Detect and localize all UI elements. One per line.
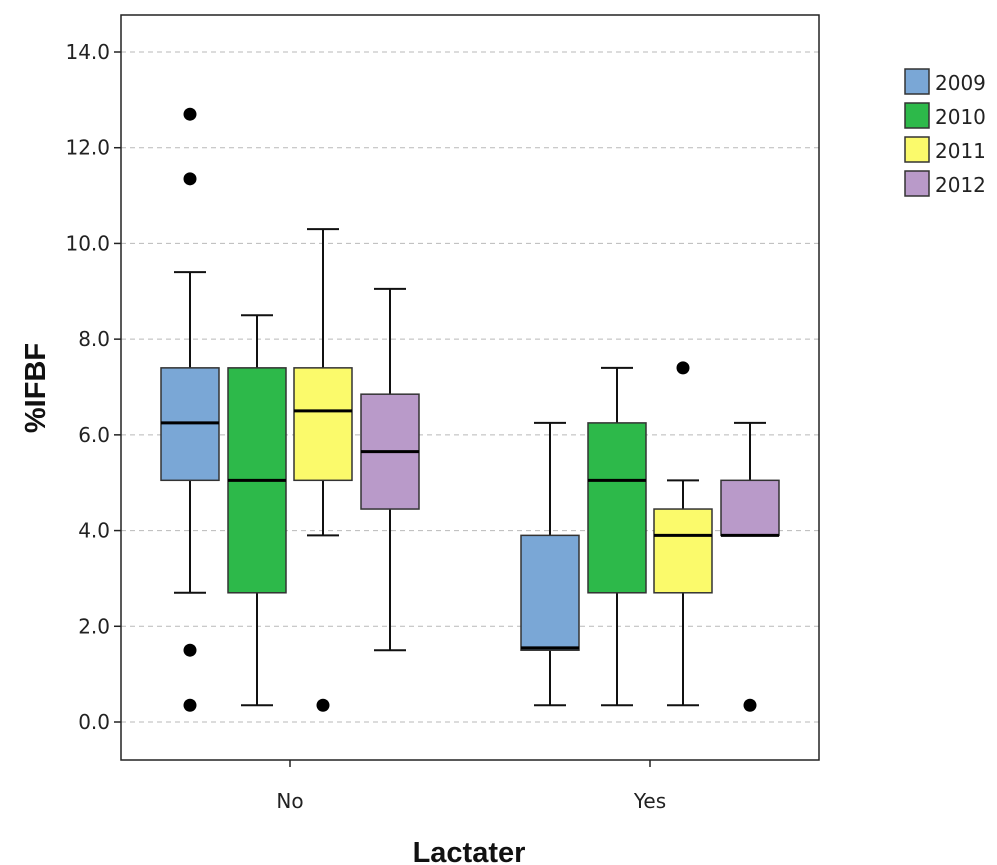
box-2009-yes bbox=[520, 421, 580, 707]
box-2012-yes bbox=[720, 421, 780, 712]
box-iqr bbox=[293, 367, 353, 482]
legend: 2009 2010 2011 2012 bbox=[904, 68, 986, 197]
box-2010-yes bbox=[587, 366, 647, 707]
box-2009-no bbox=[160, 107, 220, 712]
y-tick-label: 0.0 bbox=[78, 710, 110, 734]
outlier-point bbox=[183, 107, 197, 121]
x-axis: No Yes bbox=[276, 760, 666, 813]
box-2012-no bbox=[360, 287, 420, 652]
outlier-point bbox=[183, 172, 197, 186]
legend-swatch-2011 bbox=[904, 136, 930, 163]
box-2010-no bbox=[227, 314, 287, 707]
box-2011-yes bbox=[653, 361, 713, 707]
y-tick-label: 4.0 bbox=[78, 519, 110, 543]
y-tick-label: 10.0 bbox=[65, 231, 110, 255]
outlier-point bbox=[316, 698, 330, 712]
y-axis-title: %IFBF bbox=[20, 343, 52, 433]
outlier-point bbox=[743, 698, 757, 712]
y-axis: 0.0 2.0 4.0 6.0 8.0 10.0 12.0 14.0 bbox=[65, 40, 121, 734]
y-tick-label: 8.0 bbox=[78, 327, 110, 351]
y-tick-label: 2.0 bbox=[78, 614, 110, 638]
legend-swatch-2010 bbox=[904, 102, 930, 129]
outlier-point bbox=[676, 361, 690, 375]
box-2011-no bbox=[293, 228, 353, 712]
legend-label-2009: 2009 bbox=[935, 71, 986, 95]
legend-label-2010: 2010 bbox=[935, 105, 986, 129]
legend-swatch-2009 bbox=[904, 68, 930, 95]
x-tick-label: Yes bbox=[633, 789, 666, 813]
x-axis-title: Lactater bbox=[413, 837, 526, 865]
y-tick-label: 6.0 bbox=[78, 423, 110, 447]
legend-label-2011: 2011 bbox=[935, 139, 986, 163]
box-iqr bbox=[587, 422, 647, 594]
box-iqr bbox=[520, 534, 580, 651]
outlier-point bbox=[183, 698, 197, 712]
y-tick-label: 14.0 bbox=[65, 40, 110, 64]
box-iqr bbox=[653, 508, 713, 594]
outlier-point bbox=[183, 643, 197, 657]
box-iqr bbox=[720, 479, 780, 537]
legend-swatch-2012 bbox=[904, 170, 930, 197]
gridlines bbox=[121, 51, 819, 723]
legend-label-2012: 2012 bbox=[935, 173, 986, 197]
boxplot-marks bbox=[160, 107, 780, 712]
y-tick-label: 12.0 bbox=[65, 136, 110, 160]
plot-frame bbox=[120, 14, 820, 761]
x-tick-label: No bbox=[276, 789, 303, 813]
